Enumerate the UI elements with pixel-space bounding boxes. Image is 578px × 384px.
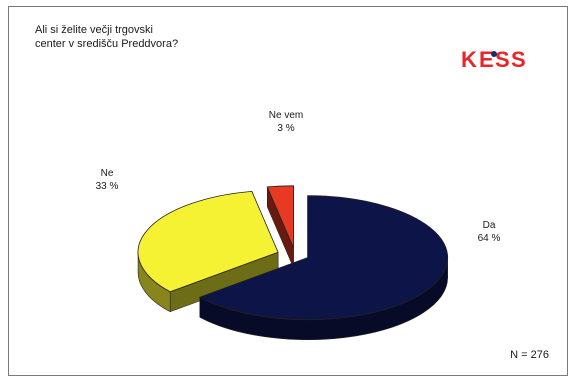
kess-logo: K E S S bbox=[461, 45, 553, 79]
label-ne: Ne 33 % bbox=[87, 167, 127, 193]
label-da: Da 64 % bbox=[469, 219, 509, 245]
label-da-value: 64 % bbox=[477, 233, 501, 244]
svg-text:S: S bbox=[495, 47, 511, 72]
sample-size-label: N = 276 bbox=[510, 349, 549, 361]
pie-chart bbox=[137, 185, 449, 340]
label-da-name: Da bbox=[482, 220, 496, 231]
chart-title-line2: center v središču Preddvora? bbox=[35, 38, 179, 50]
label-ne-vem-name: Ne vem bbox=[268, 110, 304, 121]
svg-text:S: S bbox=[511, 47, 527, 72]
chart-title: Ali si želite večji trgovski center v sr… bbox=[35, 23, 275, 51]
svg-text:K: K bbox=[461, 47, 478, 72]
label-ne-name: Ne bbox=[100, 168, 114, 179]
label-ne-value: 33 % bbox=[95, 181, 119, 192]
slice-ne-vem bbox=[266, 185, 294, 248]
chart-title-line1: Ali si želite večji trgovski bbox=[35, 24, 153, 36]
svg-text:E: E bbox=[479, 47, 495, 72]
slice-ne bbox=[137, 190, 279, 293]
chart-frame: Ali si želite večji trgovski center v sr… bbox=[8, 6, 568, 376]
slice-da bbox=[198, 195, 449, 321]
label-ne-vem: Ne vem 3 % bbox=[261, 109, 311, 135]
label-ne-vem-value: 3 % bbox=[277, 123, 295, 134]
